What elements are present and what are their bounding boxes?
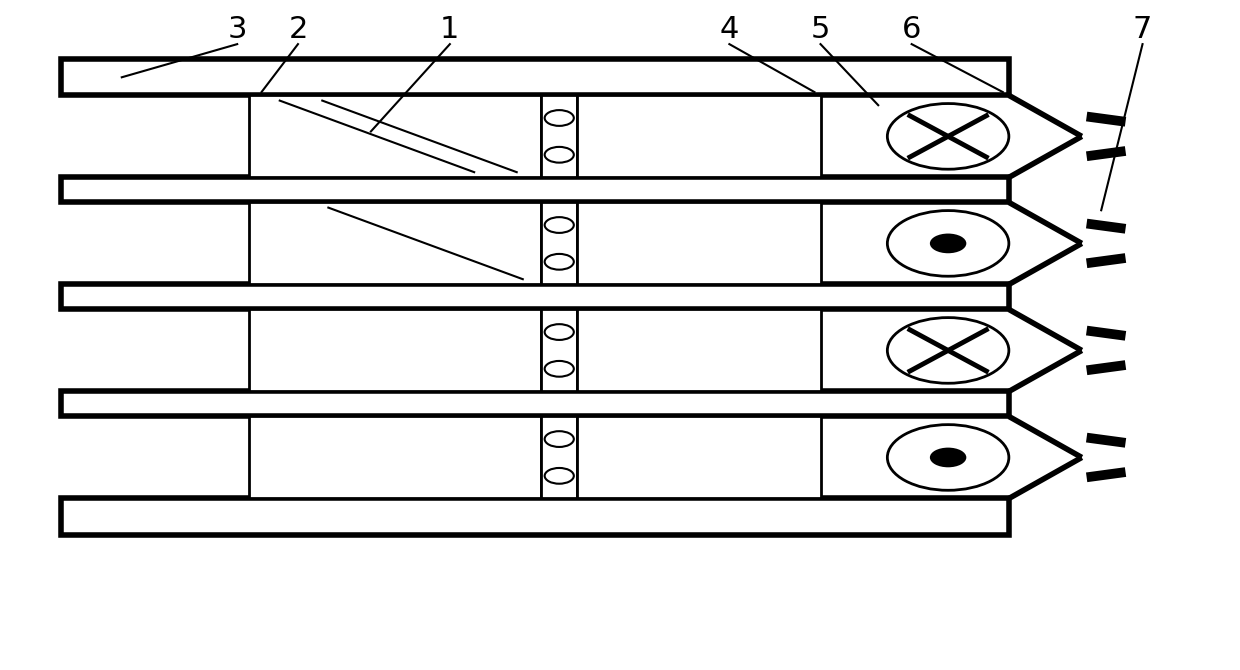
Text: 7: 7: [1133, 15, 1152, 44]
Bar: [541, 202, 578, 285]
Circle shape: [544, 217, 574, 233]
Text: 3: 3: [227, 15, 247, 44]
Bar: [249, 417, 541, 498]
Text: 2: 2: [288, 15, 308, 44]
Bar: [578, 95, 821, 178]
Bar: [249, 95, 541, 178]
Text: 6: 6: [901, 15, 921, 44]
Circle shape: [544, 324, 574, 340]
Bar: [541, 310, 578, 391]
Circle shape: [544, 468, 574, 484]
Bar: [61, 59, 1009, 95]
Bar: [249, 202, 541, 285]
Circle shape: [930, 234, 966, 253]
Circle shape: [544, 431, 574, 447]
Circle shape: [544, 361, 574, 377]
Text: 1: 1: [440, 15, 460, 44]
Bar: [541, 417, 578, 498]
Bar: [578, 417, 821, 498]
Bar: [541, 95, 578, 178]
Circle shape: [544, 147, 574, 163]
Bar: [578, 202, 821, 285]
Circle shape: [888, 210, 1009, 276]
Bar: [61, 391, 1009, 417]
Bar: [61, 285, 1009, 310]
Text: 4: 4: [719, 15, 739, 44]
Circle shape: [544, 254, 574, 269]
Text: 5: 5: [811, 15, 831, 44]
Circle shape: [544, 110, 574, 126]
Circle shape: [888, 104, 1009, 170]
Bar: [249, 310, 541, 391]
Circle shape: [888, 318, 1009, 383]
Circle shape: [888, 425, 1009, 490]
Circle shape: [930, 448, 966, 467]
Bar: [61, 498, 1009, 535]
Bar: [578, 310, 821, 391]
Bar: [61, 178, 1009, 202]
